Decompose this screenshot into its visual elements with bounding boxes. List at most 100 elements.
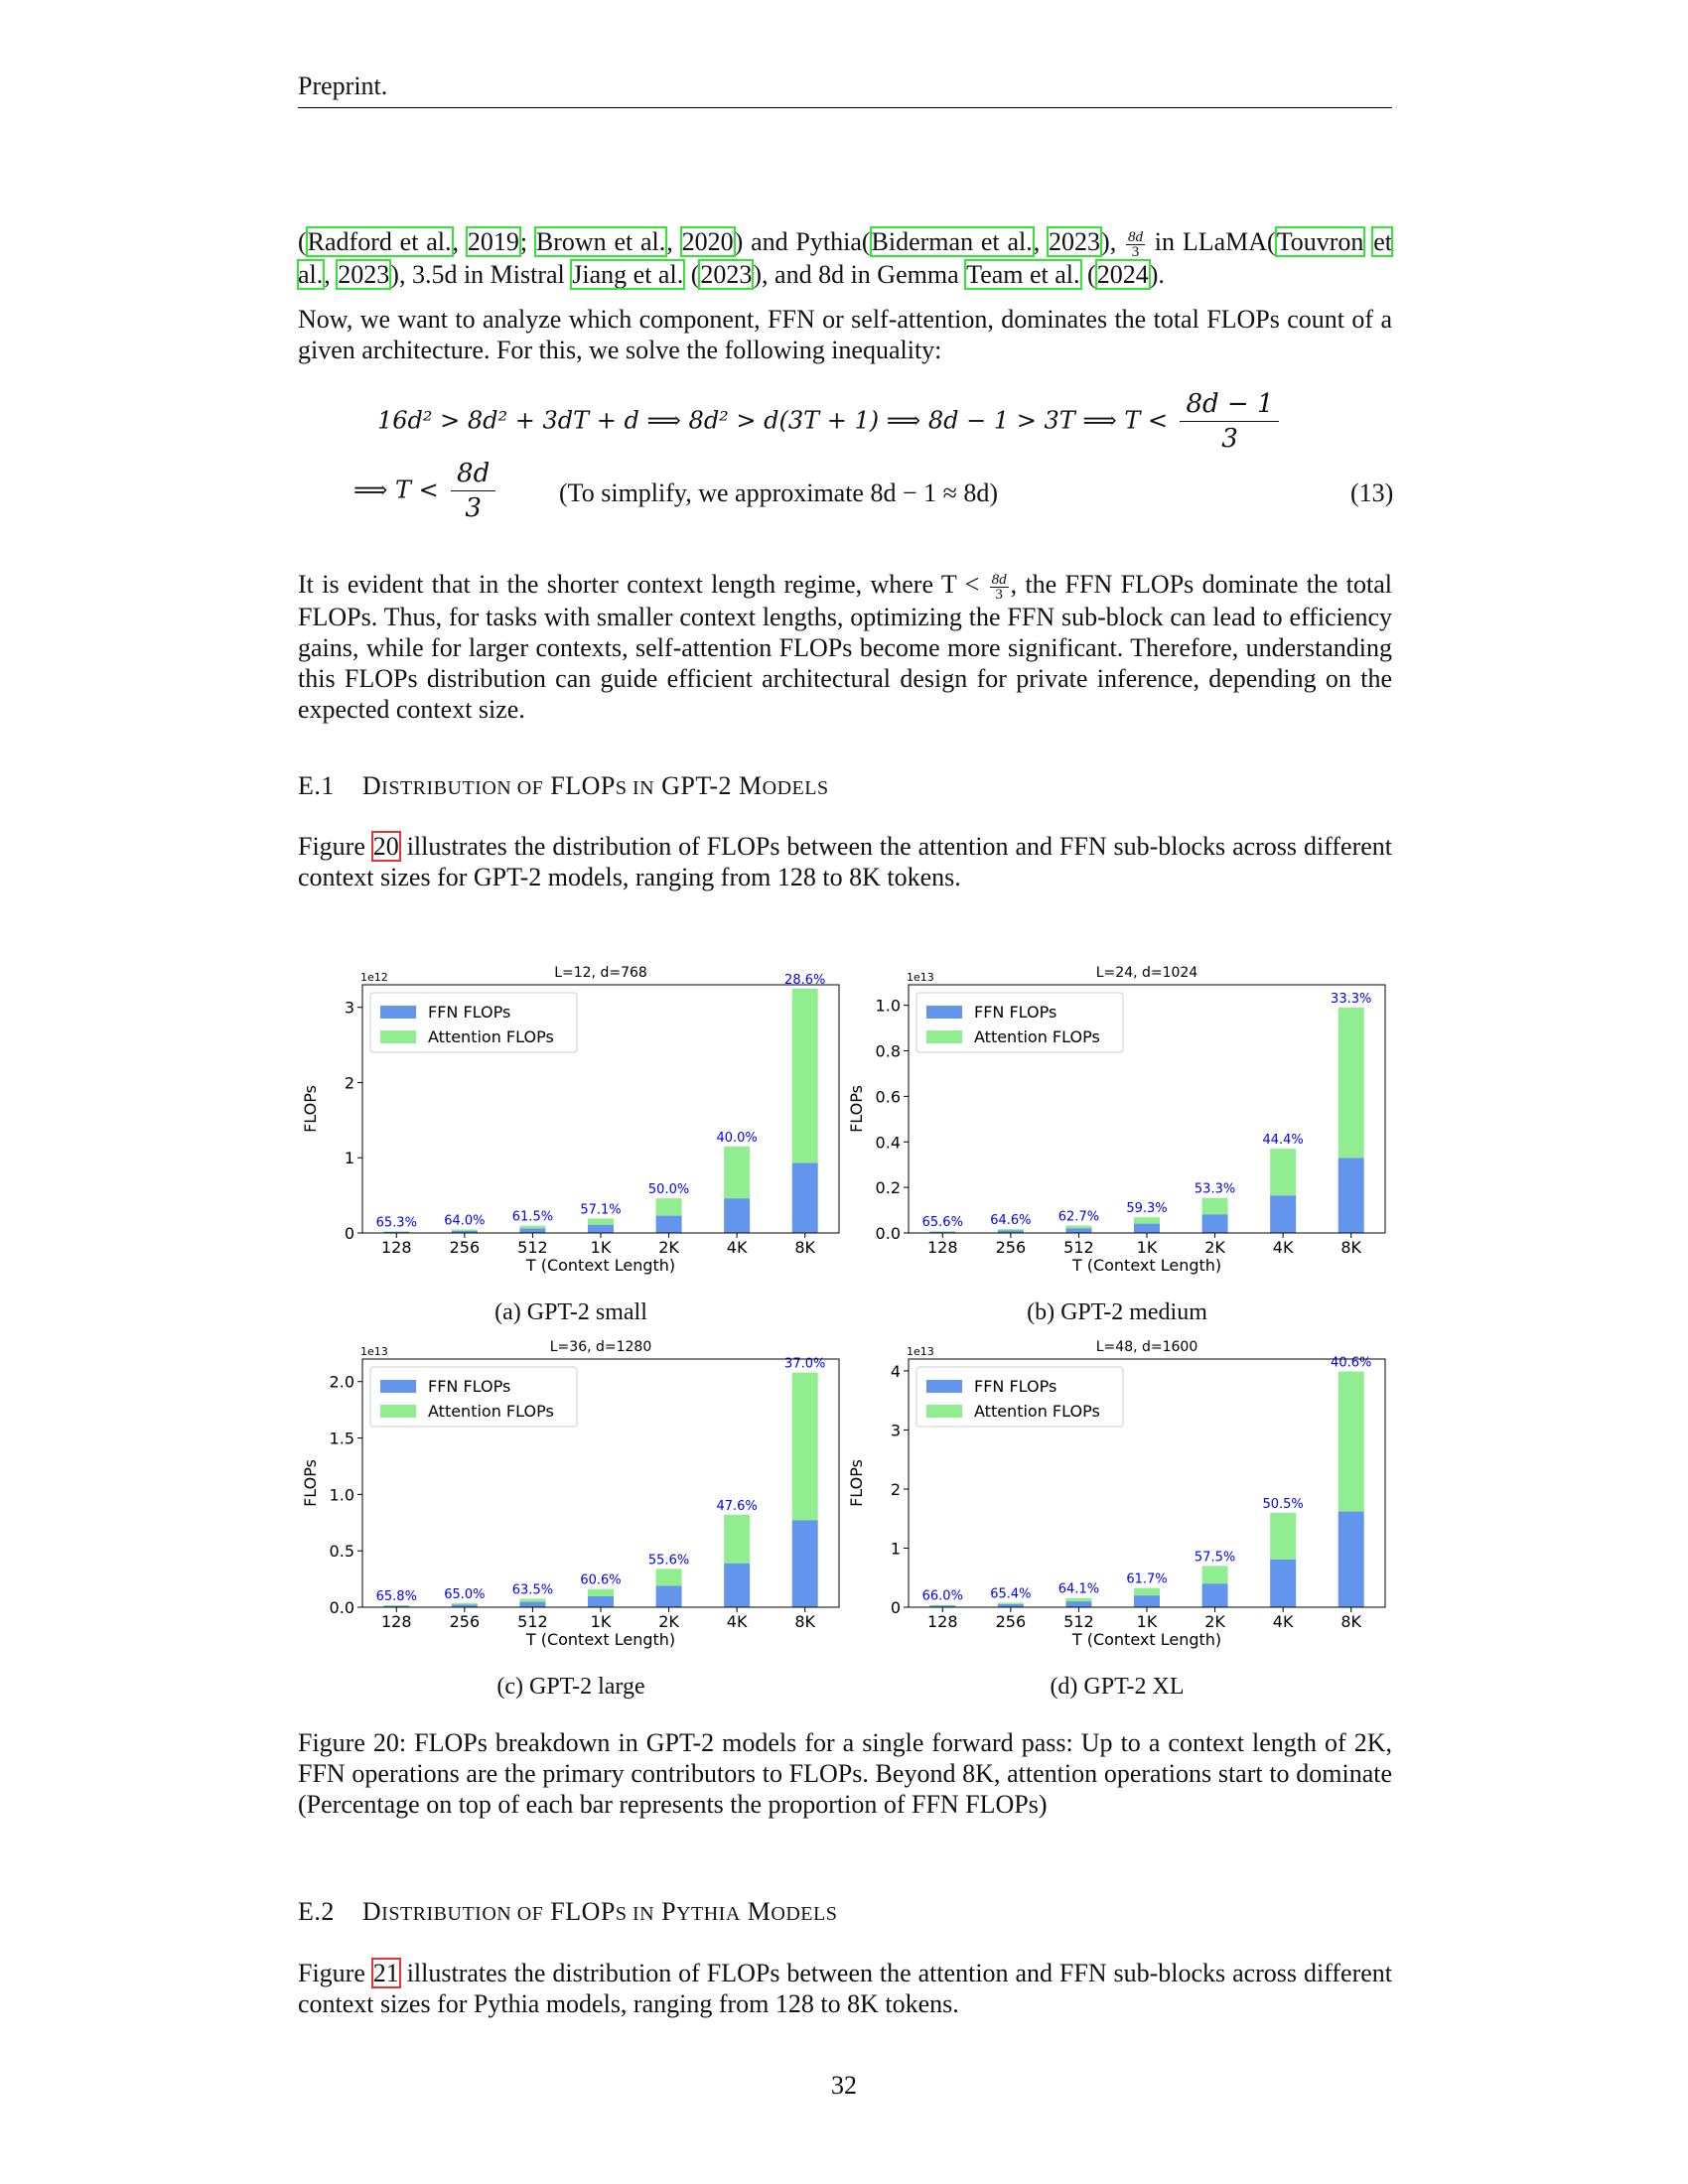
running-header: Preprint. xyxy=(298,71,388,100)
citation-link[interactable]: 2020 xyxy=(679,226,736,257)
citation-link[interactable]: 2023 xyxy=(336,258,392,290)
y-tick-label: 2 xyxy=(891,1480,901,1499)
x-tick-label: 256 xyxy=(996,1612,1027,1631)
bar-attention xyxy=(1337,1371,1364,1512)
citation-link[interactable]: Brown et al. xyxy=(533,226,668,257)
y-tick-label: 2 xyxy=(345,1073,354,1092)
bar-ffn xyxy=(929,1231,956,1233)
subcaption-d: (d) GPT-2 XL xyxy=(1050,1674,1185,1700)
bar-attention xyxy=(588,1588,614,1596)
x-tick-label: 2K xyxy=(1204,1612,1225,1631)
x-axis-label: T (Context Length) xyxy=(1071,1256,1221,1275)
x-tick-label: 256 xyxy=(450,1612,481,1631)
x-tick-label: 8K xyxy=(794,1612,815,1631)
bar-ffn xyxy=(724,1198,751,1233)
equation-line-1: 16d² > 8d² + 3dT + d ⟹ 8d² > d(3T + 1) ⟹… xyxy=(377,389,1283,454)
intro-text: and Pythia xyxy=(743,227,862,256)
plot-frame xyxy=(361,984,840,1234)
bar-percentage-label: 65.3% xyxy=(376,1215,417,1230)
citation-link[interactable]: Touvron xyxy=(1274,226,1366,257)
bar-ffn xyxy=(1337,1511,1364,1607)
bar-ffn xyxy=(1065,1601,1092,1607)
bar-ffn xyxy=(791,1520,818,1607)
analyze-paragraph: Now, we want to analyze which component,… xyxy=(298,305,1392,364)
equation-fraction: 8d 3 xyxy=(451,459,496,523)
x-tick-label: 8K xyxy=(794,1238,815,1257)
legend-swatch-ffn xyxy=(380,1380,416,1393)
citation-link[interactable]: 2024 xyxy=(1094,258,1151,290)
bar-ffn xyxy=(1201,1214,1228,1233)
x-tick-label: 8K xyxy=(1340,1612,1361,1631)
bar-percentage-label: 65.6% xyxy=(922,1215,963,1230)
bar-attention xyxy=(1270,1149,1297,1196)
legend-label-ffn: FFN FLOPs xyxy=(974,1003,1056,1022)
figure-20-paragraph: Figure 20 illustrates the distribution o… xyxy=(298,831,1392,891)
figure-ref-link[interactable]: 20 xyxy=(370,831,401,862)
bar-percentage-label: 61.7% xyxy=(1126,1572,1167,1587)
legend-box xyxy=(369,1366,578,1428)
subcaption-c: (c) GPT-2 large xyxy=(496,1674,645,1700)
bar-ffn xyxy=(451,1604,478,1607)
citation-link[interactable]: 2023 xyxy=(1047,226,1103,257)
y-tick-label: 0.0 xyxy=(876,1224,901,1243)
bar-ffn xyxy=(588,1595,614,1607)
legend-label-attention: Attention FLOPs xyxy=(428,1027,554,1046)
bar-percentage-label: 28.6% xyxy=(784,973,825,988)
legend-label-attention: Attention FLOPs xyxy=(974,1027,1100,1046)
bar-percentage-label: 44.4% xyxy=(1262,1133,1303,1148)
intro-paragraph: (Radford et al., 2019; Brown et al., 202… xyxy=(296,226,1394,290)
bar-attention xyxy=(1337,1007,1364,1159)
y-tick-label: 0 xyxy=(891,1598,901,1617)
bar-attention xyxy=(1134,1217,1160,1224)
intro-text: , 3.5d in Mistral xyxy=(398,259,572,289)
intro-text: , and 8d in Gemma xyxy=(762,259,966,289)
x-tick-label: 1K xyxy=(1137,1612,1158,1631)
bar-attention xyxy=(1201,1197,1228,1215)
x-tick-label: 256 xyxy=(450,1238,481,1257)
citation-link[interactable]: Jiang et al. xyxy=(570,258,686,290)
citation-link[interactable]: Radford et al. xyxy=(305,226,454,257)
chart-title: L=36, d=1280 xyxy=(550,1339,652,1355)
x-tick-label: 128 xyxy=(927,1238,958,1257)
inline-fraction: 8d 3 xyxy=(1126,228,1145,260)
bar-attention xyxy=(1270,1512,1297,1560)
citation-link[interactable]: 2019 xyxy=(465,226,521,257)
bar-ffn xyxy=(451,1230,478,1233)
bar-percentage-label: 62.7% xyxy=(1058,1209,1099,1224)
bar-ffn xyxy=(519,1228,546,1233)
bar-percentage-label: 50.5% xyxy=(1262,1497,1303,1512)
subcaption-b: (b) GPT-2 medium xyxy=(1027,1299,1207,1325)
chart-gpt2-xl: L=48, d=1600 1e13 66.0% 128 65.4% 256 64.1% 512… xyxy=(847,1339,1386,1649)
bar-attention xyxy=(724,1514,751,1564)
legend-label-ffn: FFN FLOPs xyxy=(974,1377,1056,1396)
bar-attention xyxy=(383,1231,410,1232)
y-tick-label: 2.0 xyxy=(330,1373,354,1392)
bar-attention xyxy=(1201,1566,1228,1584)
y-tick-label: 0.6 xyxy=(876,1087,901,1106)
y-tick-label: 3 xyxy=(345,999,354,1018)
x-axis-label: T (Context Length) xyxy=(1071,1630,1221,1649)
y-tick-label: 0.2 xyxy=(876,1178,901,1197)
axis-exponent: 1e13 xyxy=(360,1345,388,1358)
bar-percentage-label: 65.4% xyxy=(990,1586,1031,1601)
bar-ffn xyxy=(724,1563,751,1607)
bar-percentage-label: 61.5% xyxy=(512,1210,553,1225)
y-tick-label: 0.0 xyxy=(330,1598,354,1617)
legend-swatch-ffn xyxy=(926,1006,962,1019)
bar-attention xyxy=(383,1604,410,1606)
legend-swatch-ffn xyxy=(380,1006,416,1019)
legend-box xyxy=(369,992,578,1053)
y-tick-label: 1.5 xyxy=(330,1430,354,1448)
citation-link[interactable]: Team et al. xyxy=(964,258,1082,290)
figure-ref-link[interactable]: 21 xyxy=(370,1958,401,1988)
citation-link[interactable]: et al. xyxy=(296,226,1394,290)
legend-swatch-attention xyxy=(926,1030,962,1043)
intro-text: in LLaMA xyxy=(1147,227,1268,256)
citation-link[interactable]: 2023 xyxy=(698,258,755,290)
legend-swatch-ffn xyxy=(926,1380,962,1393)
x-tick-label: 2K xyxy=(658,1238,679,1257)
y-tick-label: 1 xyxy=(345,1149,354,1167)
citation-link[interactable]: Biderman et al. xyxy=(869,226,1035,257)
bar-ffn xyxy=(655,1215,682,1233)
